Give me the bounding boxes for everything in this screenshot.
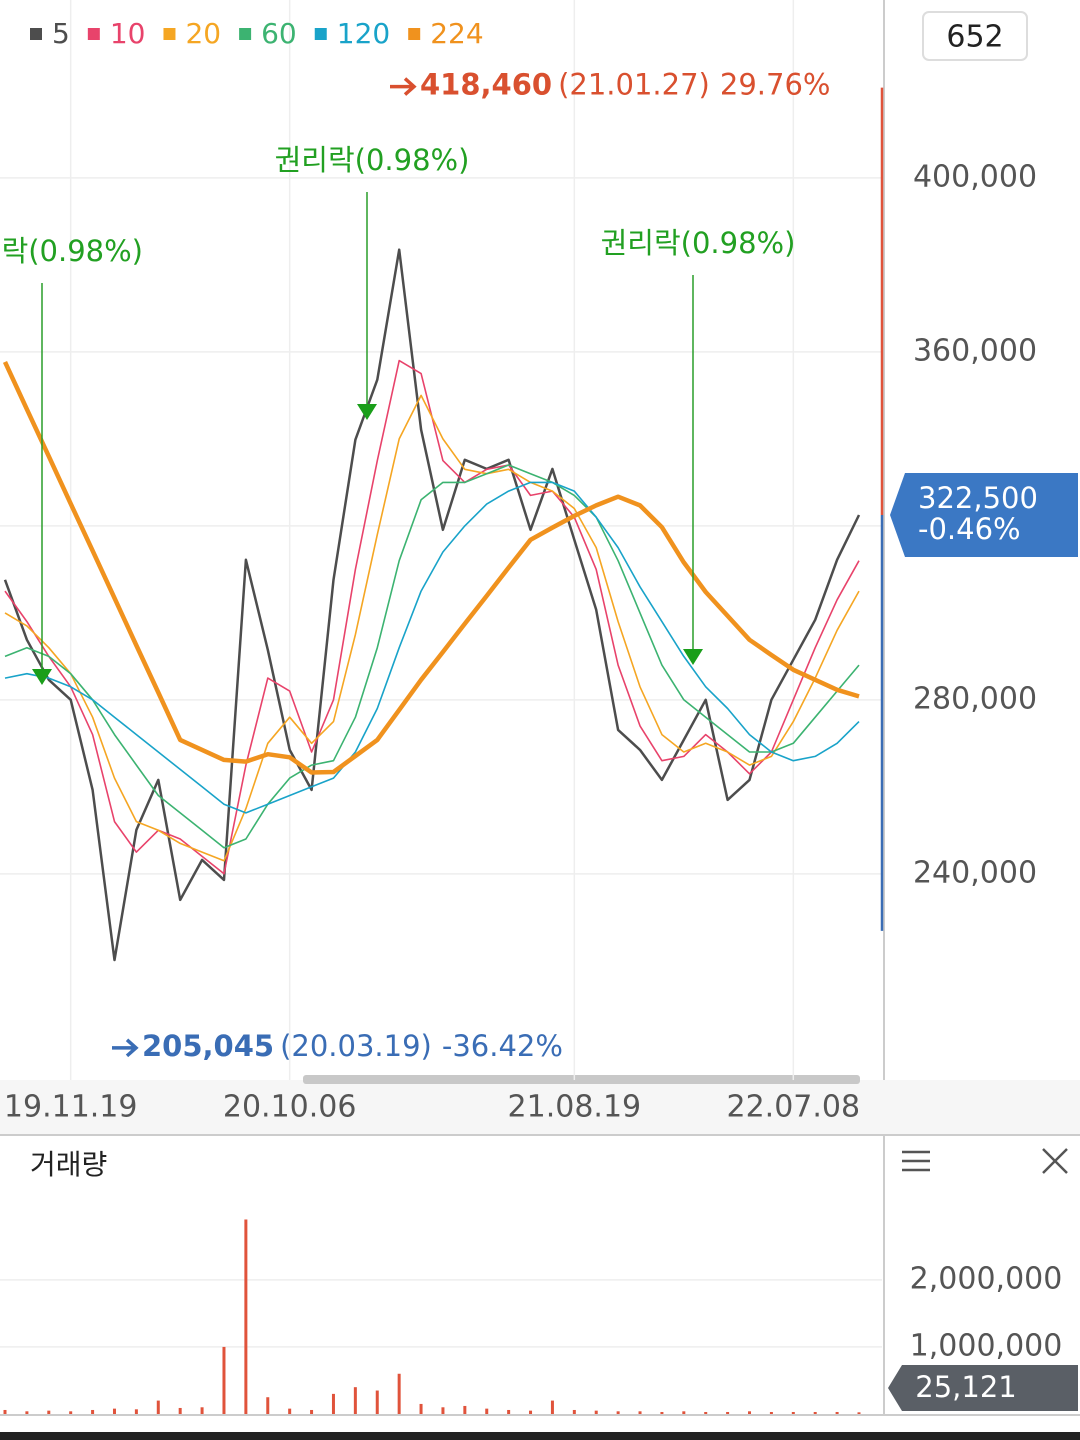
menu-icon[interactable] [902,1150,930,1172]
last-change: -0.46% [918,512,1021,546]
volume-bar [419,1403,423,1414]
volume-bar [47,1410,51,1414]
volume-bar [463,1405,467,1414]
volume-bar [638,1411,642,1414]
volume-bar [353,1387,357,1414]
y-tick-label: 280,000 [913,681,1037,716]
volume-bar [507,1409,511,1414]
close-icon[interactable] [1042,1148,1068,1174]
volume-bar [375,1390,379,1414]
series-line [4,481,860,814]
volume-last-tag [888,1365,1078,1411]
volume-bar [594,1410,598,1414]
volume-bar [3,1409,7,1414]
y-tick-label: 360,000 [913,333,1037,368]
x-tick-label: 22.07.08 [727,1090,861,1125]
scrollbar[interactable] [303,1075,860,1084]
volume-bar [91,1409,95,1414]
volume-bar [200,1407,204,1414]
volume-bar [660,1411,664,1414]
legend-label: 20 [185,17,221,50]
volume-bar [704,1411,708,1414]
volume-tick-label: 2,000,000 [910,1261,1063,1296]
event-arrow [32,669,52,685]
volume-bar [857,1412,861,1414]
volume-bar [222,1346,226,1414]
high-change: 29.76% [720,68,831,102]
legend-swatch [408,28,421,40]
low-arrow [112,1038,139,1058]
legend-swatch [239,28,252,40]
high-arrow [390,77,417,96]
legend-label: 10 [110,17,146,50]
volume-bar [835,1411,839,1414]
low-value: 205,045 [142,1029,274,1063]
volume-bar [266,1397,270,1414]
low-date: (20.03.19) [280,1029,432,1063]
legend-swatch [163,28,176,40]
volume-bar [178,1407,182,1414]
plot-area: 권리락(0.98%) 권리락(0.98%) 권리락(0.98%) [0,0,882,1080]
volume-bar [112,1408,116,1414]
event-label: 권리락(0.98%) [275,143,470,177]
volume-bar [550,1400,554,1414]
legend-swatch [87,28,100,40]
y-tick-label: 240,000 [913,855,1037,890]
volume-title: 거래량 [30,1148,107,1181]
volume-tick-label: 1,000,000 [910,1328,1063,1363]
volume-bar [331,1393,335,1414]
y-tick-label: 400,000 [913,159,1037,194]
volume-bar [791,1411,795,1414]
volume-bar [769,1411,773,1414]
volume-bar [616,1411,620,1414]
x-tick-label: 20.10.06 [223,1090,357,1125]
legend-label: 120 [337,17,390,50]
legend-label: 60 [261,17,297,50]
series-line [2,360,860,775]
volume-bar [748,1411,752,1414]
event-label: 권리락(0.98%) [601,226,796,260]
legend-label: 5 [52,17,70,50]
legend-swatch [30,28,42,40]
legend-label: 224 [430,17,483,50]
volume-bar [813,1411,817,1414]
last-price: 322,500 [918,481,1038,515]
volume-bar [682,1411,686,1414]
volume-bar [244,1219,248,1414]
volume-bar [156,1400,160,1414]
high-date: (21.01.27) [558,68,710,102]
low-change: -36.42% [442,1029,563,1063]
volume-bar [397,1373,401,1414]
series-line [4,464,860,849]
high-value: 418,460 [420,68,552,102]
volume-last: 25,121 [915,1370,1016,1404]
x-axis-strip [0,1080,1080,1135]
volume-bar [25,1411,29,1414]
volume-bar [134,1409,138,1414]
last-price-tag [890,472,1078,557]
series-line [3,248,861,962]
volume-bar [572,1409,576,1414]
period-count: 652 [946,20,1003,55]
volume-bar [69,1411,73,1414]
volume-bar [288,1408,292,1414]
period-box[interactable] [922,11,1028,61]
volume-bar [310,1409,314,1414]
volume-bar [726,1411,730,1414]
legend-swatch [314,28,327,40]
event-label: 권리락(0.98%) [0,234,143,268]
event-arrow [357,404,377,420]
series-line [4,394,860,862]
volume-bar [529,1410,533,1414]
volume-bar [485,1408,489,1414]
x-tick-label: 21.08.19 [508,1090,642,1125]
volume-bar [441,1407,445,1414]
bottom-bar [0,1432,1080,1440]
x-tick-label: 19.11.19 [4,1090,138,1125]
event-arrow [683,649,703,665]
